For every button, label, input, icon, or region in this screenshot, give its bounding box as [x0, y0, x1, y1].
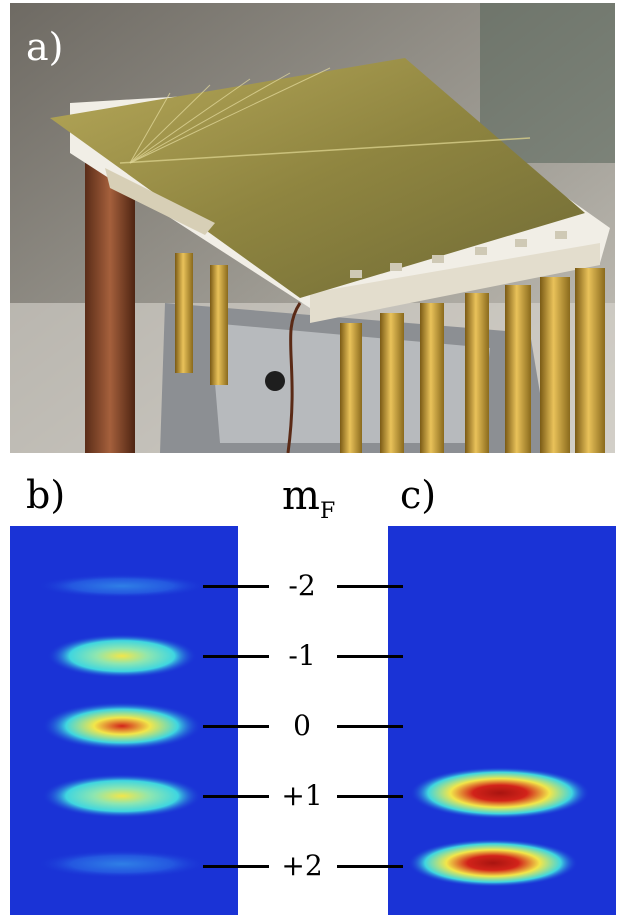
absorption-image-b — [10, 526, 238, 915]
panel-label-b: b) — [26, 473, 66, 517]
tick-left — [203, 725, 269, 728]
tick-left — [203, 795, 269, 798]
mf-level-label: +2 — [281, 849, 323, 882]
mf-header: mF — [282, 476, 335, 523]
panel-label-a: a) — [26, 25, 64, 69]
tick-left — [203, 585, 269, 588]
tick-right — [337, 725, 403, 728]
cloud-b-mf-0 — [42, 702, 202, 750]
atom-chip-photo — [10, 3, 615, 453]
mf-symbol: m — [282, 473, 320, 519]
tick-left — [203, 655, 269, 658]
cloud-b-mf-plus1 — [42, 774, 202, 818]
tick-right — [337, 585, 403, 588]
cloud-c-mf-plus2 — [408, 839, 578, 887]
mf-subscript: F — [319, 499, 336, 524]
tick-right — [337, 795, 403, 798]
mf-level-label: -2 — [288, 569, 316, 602]
mf-level-label: 0 — [293, 709, 311, 742]
cloud-b-mf-plus2 — [37, 850, 207, 878]
tick-right — [337, 655, 403, 658]
panel-label-c: c) — [400, 473, 437, 517]
tick-left — [203, 865, 269, 868]
cloud-c-mf-plus1 — [410, 767, 590, 819]
cloud-b-mf-minus2 — [37, 574, 207, 598]
tick-right — [337, 865, 403, 868]
cloud-b-mf-minus1 — [47, 634, 197, 678]
absorption-image-c — [388, 526, 616, 915]
mf-level-label: -1 — [288, 639, 316, 672]
mf-level-label: +1 — [281, 779, 323, 812]
